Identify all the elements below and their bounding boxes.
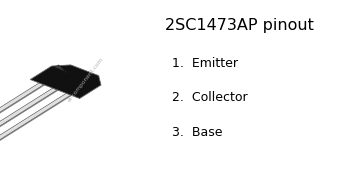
- Text: 1.  Emitter: 1. Emitter: [172, 57, 238, 70]
- Polygon shape: [0, 93, 71, 148]
- Text: 3.  Base: 3. Base: [172, 125, 222, 139]
- Polygon shape: [0, 88, 57, 143]
- Text: el-component.com: el-component.com: [67, 56, 105, 102]
- Polygon shape: [0, 83, 44, 137]
- Text: 2SC1473AP pinout: 2SC1473AP pinout: [165, 18, 314, 33]
- Polygon shape: [30, 65, 101, 99]
- Text: 2.  Collector: 2. Collector: [172, 91, 247, 104]
- Polygon shape: [54, 65, 67, 73]
- Polygon shape: [0, 85, 45, 138]
- Polygon shape: [0, 90, 59, 143]
- Polygon shape: [0, 95, 72, 148]
